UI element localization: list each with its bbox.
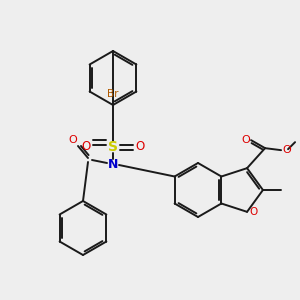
Text: Br: Br bbox=[107, 89, 119, 99]
Text: S: S bbox=[108, 140, 118, 154]
Text: N: N bbox=[108, 158, 118, 172]
Text: O: O bbox=[241, 135, 250, 145]
Text: O: O bbox=[68, 135, 77, 145]
Text: O: O bbox=[282, 145, 291, 155]
Text: O: O bbox=[135, 140, 145, 154]
Text: O: O bbox=[249, 207, 257, 217]
Text: O: O bbox=[81, 140, 91, 154]
